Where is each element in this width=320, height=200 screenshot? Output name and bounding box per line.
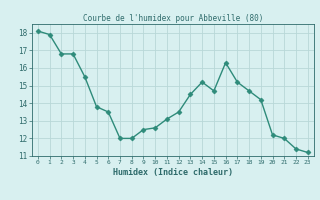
X-axis label: Humidex (Indice chaleur): Humidex (Indice chaleur) <box>113 168 233 177</box>
Title: Courbe de l'humidex pour Abbeville (80): Courbe de l'humidex pour Abbeville (80) <box>83 14 263 23</box>
